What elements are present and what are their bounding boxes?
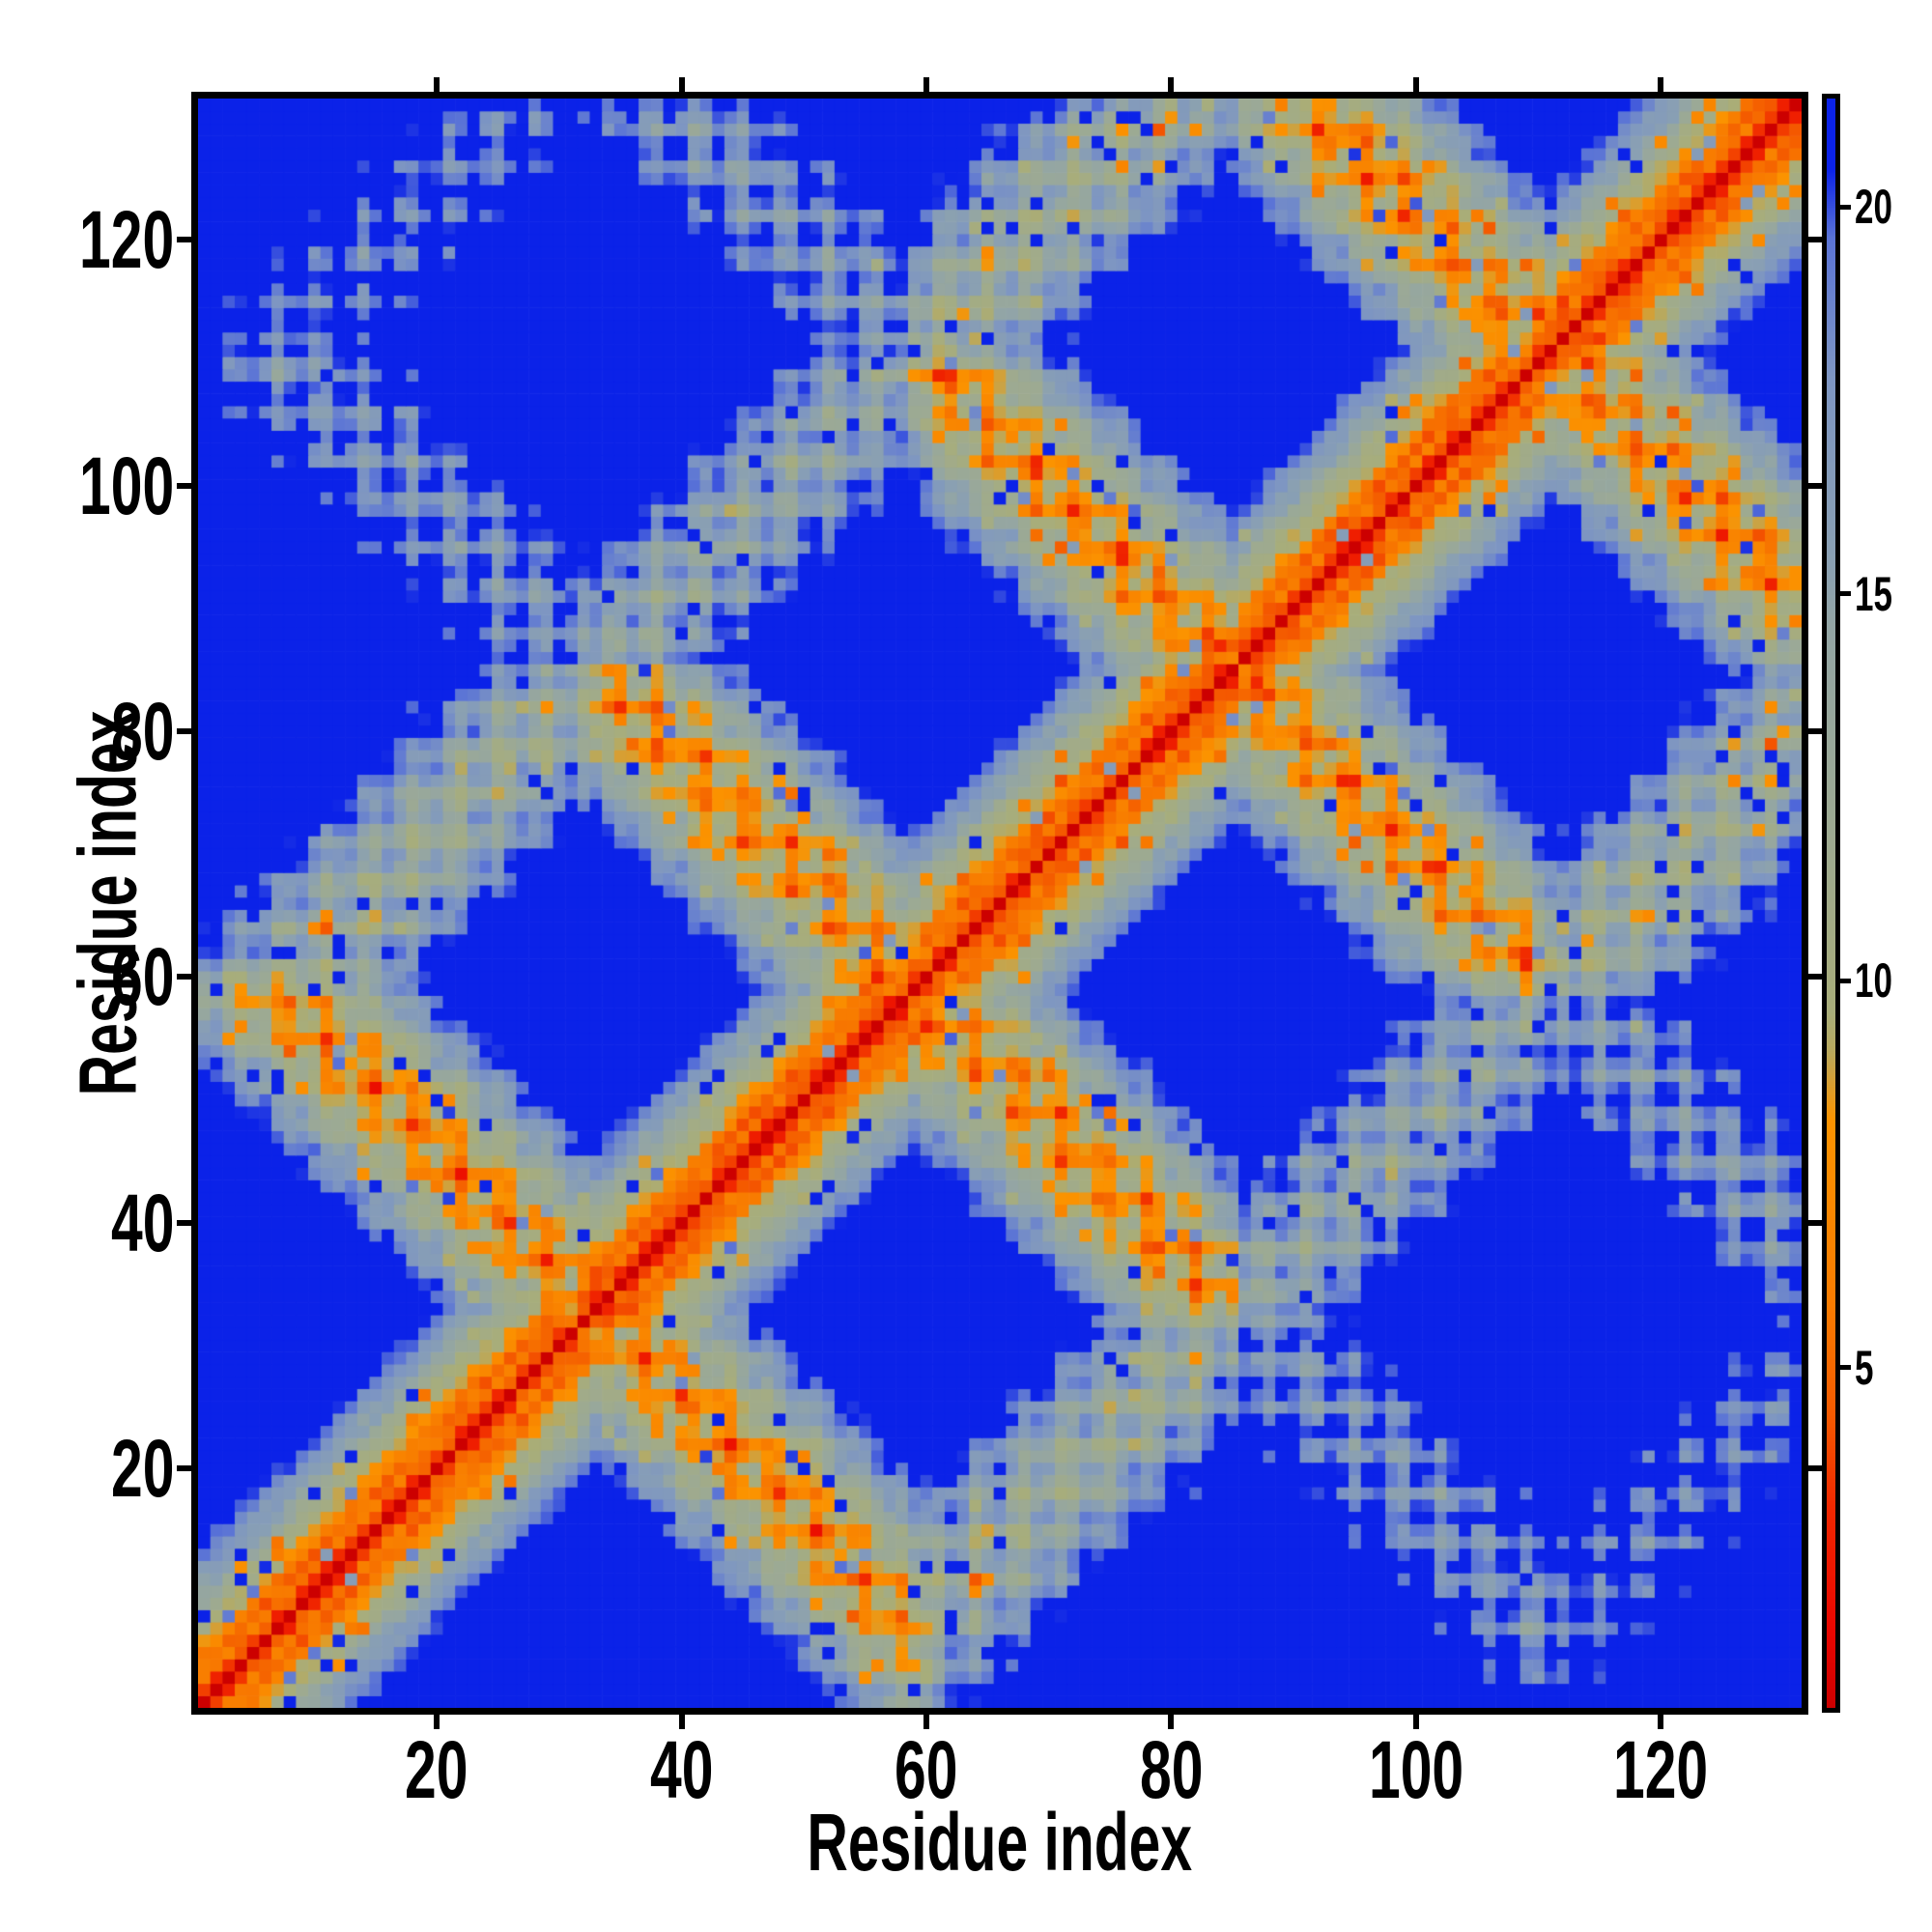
x-axis-label: Residue index xyxy=(807,1797,1193,1888)
colorbar xyxy=(1822,94,1840,1713)
heatmap-axes-frame xyxy=(191,92,1808,1715)
heatmap-canvas xyxy=(198,99,1802,1708)
x-tick-label-text: 80 xyxy=(1139,1724,1204,1815)
y-tick xyxy=(177,237,191,243)
y-tick-label: 60 xyxy=(0,933,174,1020)
x-tick xyxy=(1658,1715,1664,1729)
y-tick-label-text: 40 xyxy=(110,1177,174,1268)
y-tick-label-text: 100 xyxy=(78,440,174,531)
colorbar-tick-label: 15 xyxy=(1855,555,1932,633)
y-tick-right xyxy=(1808,482,1823,489)
y-tick-label-text: 120 xyxy=(78,194,174,286)
colorbar-tick-label-text: 20 xyxy=(1855,180,1892,235)
y-tick xyxy=(177,1219,191,1226)
y-tick-right xyxy=(1808,727,1823,734)
y-tick xyxy=(177,482,191,489)
x-tick xyxy=(923,1715,929,1729)
y-tick-label-text: 20 xyxy=(110,1423,174,1514)
colorbar-tick xyxy=(1840,204,1851,210)
x-tick-top xyxy=(923,77,929,92)
y-tick xyxy=(177,727,191,734)
x-tick-label: 100 xyxy=(1320,1725,1513,1814)
x-tick-label: 120 xyxy=(1564,1725,1757,1814)
x-tick xyxy=(1168,1715,1175,1729)
x-tick-label-text: 40 xyxy=(649,1724,714,1815)
x-tick-label: 40 xyxy=(585,1725,779,1814)
colorbar-tick-label-text: 5 xyxy=(1855,1340,1874,1395)
x-tick xyxy=(1412,1715,1419,1729)
y-tick-right xyxy=(1808,974,1823,980)
x-tick-top xyxy=(1658,77,1664,92)
x-tick-label-text: 100 xyxy=(1368,1724,1463,1815)
x-tick-top xyxy=(1168,77,1175,92)
colorbar-tick-label-text: 10 xyxy=(1855,953,1892,1009)
colorbar-tick xyxy=(1840,978,1851,983)
y-tick-label: 120 xyxy=(0,196,174,283)
colorbar-tick-label-text: 15 xyxy=(1855,566,1892,621)
x-tick-top xyxy=(678,77,685,92)
y-tick-right xyxy=(1808,1465,1823,1471)
y-tick-right xyxy=(1808,237,1823,243)
y-tick-label: 100 xyxy=(0,442,174,529)
y-tick xyxy=(177,974,191,980)
colorbar-tick xyxy=(1840,591,1851,597)
y-tick xyxy=(177,1465,191,1471)
x-tick-label-text: 120 xyxy=(1613,1724,1709,1815)
colorbar-tick xyxy=(1840,1365,1851,1371)
colorbar-tick-label: 10 xyxy=(1855,942,1932,1019)
y-tick-label: 40 xyxy=(0,1179,174,1266)
y-tick-right xyxy=(1808,1219,1823,1226)
x-tick-top xyxy=(1412,77,1419,92)
colorbar-tick-label: 5 xyxy=(1855,1329,1932,1406)
x-tick-top xyxy=(434,77,440,92)
colorbar-tick-label: 20 xyxy=(1855,168,1932,245)
y-tick-label-text: 80 xyxy=(110,685,174,777)
x-tick xyxy=(434,1715,440,1729)
x-tick xyxy=(678,1715,685,1729)
x-tick-label: 80 xyxy=(1074,1725,1267,1814)
y-tick-label: 20 xyxy=(0,1425,174,1512)
x-tick-label: 20 xyxy=(340,1725,533,1814)
y-tick-label-text: 60 xyxy=(110,931,174,1023)
x-tick-label: 60 xyxy=(830,1725,1023,1814)
x-tick-label-text: 20 xyxy=(405,1724,469,1815)
colorbar-gradient xyxy=(1827,99,1835,1708)
x-tick-label-text: 60 xyxy=(895,1724,958,1815)
y-tick-label: 80 xyxy=(0,688,174,775)
